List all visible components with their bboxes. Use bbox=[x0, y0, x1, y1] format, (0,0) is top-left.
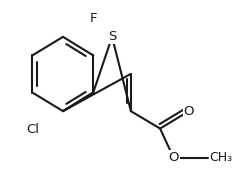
Text: O: O bbox=[169, 152, 179, 164]
Text: CH₃: CH₃ bbox=[209, 152, 232, 164]
Text: Cl: Cl bbox=[26, 123, 39, 136]
Text: F: F bbox=[89, 12, 97, 25]
Text: O: O bbox=[184, 105, 194, 118]
Text: S: S bbox=[108, 30, 116, 43]
